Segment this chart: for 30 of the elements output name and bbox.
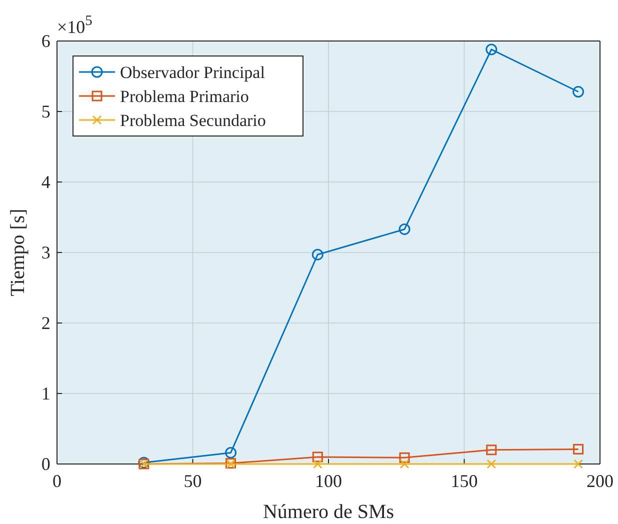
- y-tick-label: 5: [41, 101, 50, 122]
- legend-label: Observador Principal: [120, 63, 266, 82]
- point: [398, 223, 410, 235]
- text: ×10$^{5}$: [57, 13, 92, 37]
- point: [486, 444, 497, 456]
- legend-label: Problema Secundario: [120, 111, 266, 130]
- x-axis-title: Número de SMs: [262, 501, 394, 523]
- x-tick-label: 100: [315, 470, 342, 491]
- legend-label: Problema Primario: [120, 87, 249, 106]
- x-tick-label: 150: [450, 470, 478, 491]
- point: [572, 86, 584, 98]
- y-tick-label: 2: [41, 312, 50, 333]
- point: [486, 44, 498, 56]
- point: [312, 452, 323, 462]
- y-tick-label: 1: [41, 383, 50, 404]
- point: [312, 248, 324, 260]
- y-tick-label: 6: [41, 30, 50, 51]
- point: [312, 459, 322, 469]
- y-tick-label: 0: [41, 454, 50, 474]
- point: [400, 459, 410, 469]
- point: [399, 452, 410, 463]
- point: [574, 459, 584, 469]
- x-tick-label: 200: [586, 470, 614, 491]
- point: [486, 459, 496, 469]
- y-tick-label: 4: [41, 172, 50, 192]
- point: [573, 444, 584, 454]
- x-tick-label: 50: [184, 470, 202, 491]
- y-axis-title: Tiempo [s]: [7, 208, 29, 296]
- y-tick-label: 3: [41, 242, 50, 262]
- point: [225, 446, 237, 458]
